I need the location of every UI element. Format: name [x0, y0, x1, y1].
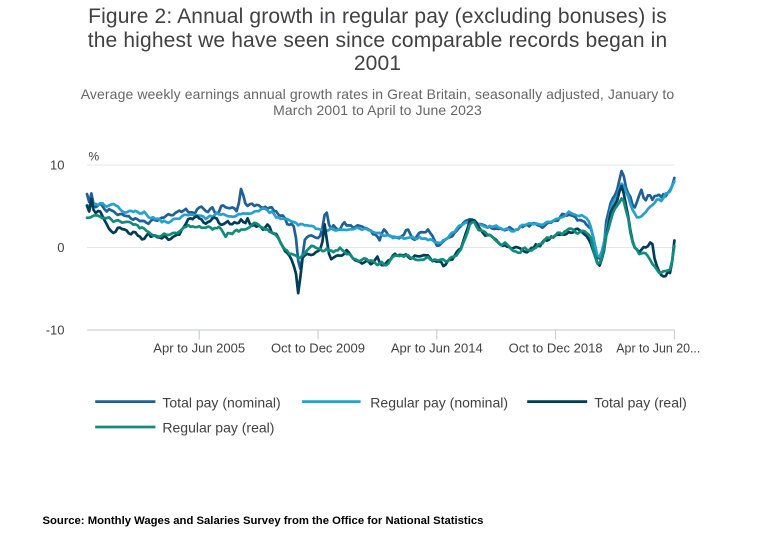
svg-text:-10: -10: [46, 323, 65, 338]
svg-text:Total pay (nominal): Total pay (nominal): [162, 395, 280, 411]
svg-text:Apr to Jun 2005: Apr to Jun 2005: [153, 341, 245, 356]
svg-text:Oct to Dec 2018: Oct to Dec 2018: [509, 341, 603, 356]
svg-text:Regular pay (nominal): Regular pay (nominal): [370, 395, 508, 411]
svg-text:Apr to Jun 2014: Apr to Jun 2014: [391, 341, 483, 356]
svg-text:Apr to Jun 20...: Apr to Jun 20...: [616, 341, 700, 356]
svg-text:Total pay (real): Total pay (real): [594, 395, 687, 411]
svg-text:Regular pay (real): Regular pay (real): [162, 419, 274, 435]
svg-text:10: 10: [50, 158, 64, 173]
svg-text:0: 0: [57, 240, 64, 255]
svg-text:Oct to Dec 2009: Oct to Dec 2009: [271, 341, 365, 356]
svg-text:%: %: [89, 149, 100, 163]
